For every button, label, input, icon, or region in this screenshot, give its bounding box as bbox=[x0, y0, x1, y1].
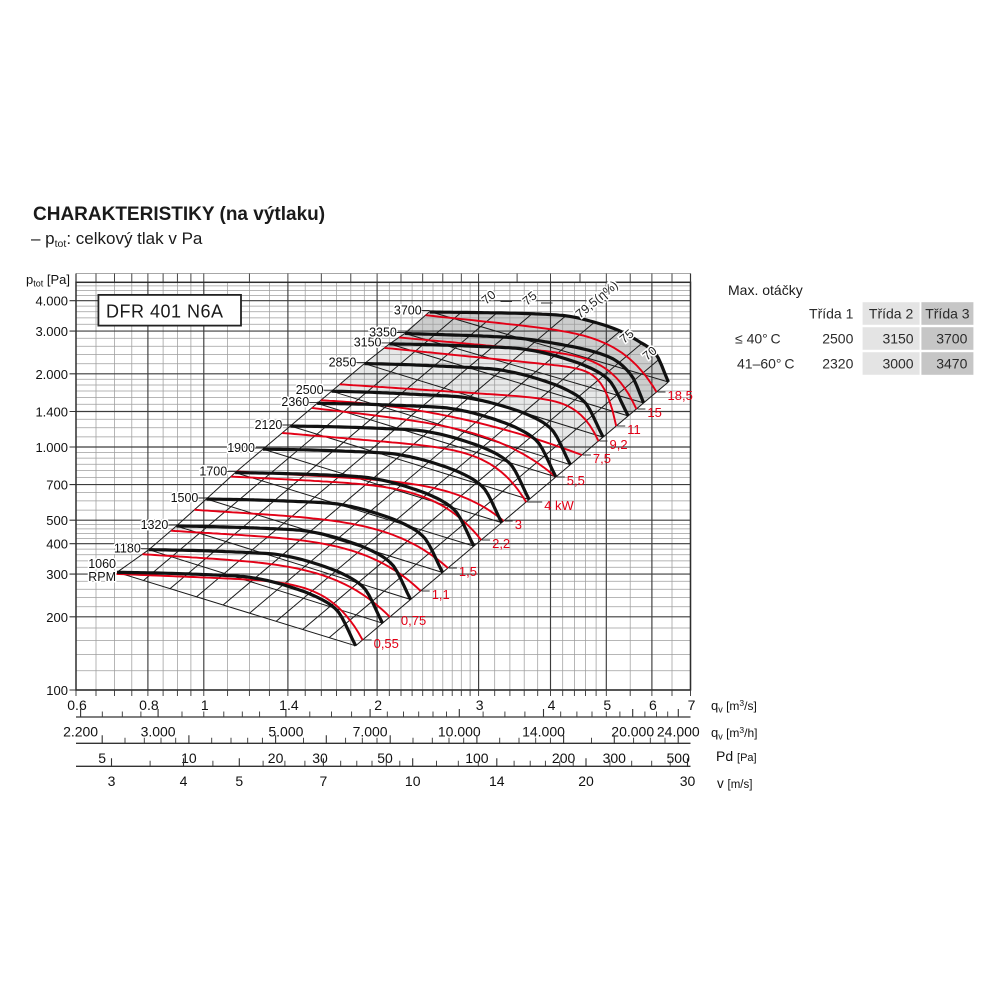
svg-text:200: 200 bbox=[552, 750, 576, 766]
svg-text:3470: 3470 bbox=[936, 355, 967, 371]
svg-text:300: 300 bbox=[603, 750, 627, 766]
svg-text:100: 100 bbox=[46, 683, 68, 698]
svg-text:30: 30 bbox=[680, 773, 696, 789]
svg-text:200: 200 bbox=[46, 610, 68, 625]
svg-text:3.000: 3.000 bbox=[35, 324, 68, 339]
svg-text:5: 5 bbox=[603, 697, 611, 713]
svg-text:3150: 3150 bbox=[354, 336, 382, 350]
svg-text:18,5: 18,5 bbox=[668, 388, 693, 403]
svg-text:2,2: 2,2 bbox=[492, 536, 510, 551]
svg-text:CHARAKTERISTIKY (na výtlaku): CHARAKTERISTIKY (na výtlaku) bbox=[33, 204, 325, 225]
svg-text:6: 6 bbox=[649, 697, 657, 713]
svg-text:0,75: 0,75 bbox=[401, 613, 426, 628]
svg-text:qv [m3/s]: qv [m3/s] bbox=[711, 698, 757, 715]
svg-text:4: 4 bbox=[180, 773, 188, 789]
svg-text:10.000: 10.000 bbox=[438, 724, 481, 740]
svg-text:10: 10 bbox=[405, 773, 421, 789]
svg-text:5: 5 bbox=[98, 750, 106, 766]
svg-text:5.000: 5.000 bbox=[268, 724, 303, 740]
svg-text:3350: 3350 bbox=[369, 325, 397, 339]
svg-text:2500: 2500 bbox=[296, 383, 324, 397]
svg-text:2.200: 2.200 bbox=[63, 724, 98, 740]
svg-text:10: 10 bbox=[181, 750, 197, 766]
svg-text:2500: 2500 bbox=[822, 330, 853, 346]
svg-text:1,1: 1,1 bbox=[432, 587, 450, 602]
svg-text:1700: 1700 bbox=[199, 464, 227, 478]
svg-text:3: 3 bbox=[108, 773, 116, 789]
svg-text:5: 5 bbox=[235, 773, 243, 789]
svg-text:7: 7 bbox=[320, 773, 328, 789]
svg-text:1.400: 1.400 bbox=[35, 405, 68, 420]
svg-text:2120: 2120 bbox=[255, 418, 283, 432]
svg-text:2360: 2360 bbox=[281, 395, 309, 409]
svg-text:1180: 1180 bbox=[114, 542, 141, 556]
svg-text:11: 11 bbox=[627, 422, 641, 437]
svg-text:3.000: 3.000 bbox=[141, 724, 176, 740]
svg-text:0.6: 0.6 bbox=[67, 697, 87, 713]
svg-text:DFR 401 N6A: DFR 401 N6A bbox=[106, 302, 224, 322]
svg-text:1900: 1900 bbox=[227, 441, 255, 455]
svg-text:3700: 3700 bbox=[394, 303, 422, 317]
svg-text:1060: 1060 bbox=[88, 557, 116, 571]
svg-text:500: 500 bbox=[46, 513, 68, 528]
svg-text:3000: 3000 bbox=[882, 355, 913, 371]
svg-text:50: 50 bbox=[377, 750, 393, 766]
svg-text:5,5: 5,5 bbox=[567, 473, 585, 488]
svg-text:20.000: 20.000 bbox=[611, 724, 654, 740]
svg-text:0,55: 0,55 bbox=[374, 636, 399, 651]
svg-text:7.000: 7.000 bbox=[353, 724, 388, 740]
svg-text:41–60° C: 41–60° C bbox=[737, 355, 794, 371]
svg-text:Třída 1: Třída 1 bbox=[809, 305, 854, 321]
svg-text:3: 3 bbox=[476, 697, 484, 713]
svg-text:9,2: 9,2 bbox=[610, 437, 628, 452]
svg-text:Třída 3: Třída 3 bbox=[925, 305, 970, 321]
svg-text:2320: 2320 bbox=[822, 355, 853, 371]
svg-text:14.000: 14.000 bbox=[522, 724, 565, 740]
svg-text:Třída 2: Třída 2 bbox=[869, 305, 914, 321]
svg-text:4 kW: 4 kW bbox=[544, 498, 574, 513]
svg-text:15: 15 bbox=[647, 405, 661, 420]
svg-text:14: 14 bbox=[489, 773, 505, 789]
svg-text:3: 3 bbox=[515, 517, 522, 532]
svg-text:300: 300 bbox=[46, 567, 68, 582]
svg-text:7,5: 7,5 bbox=[593, 451, 611, 466]
svg-text:Max. otáčky: Max. otáčky bbox=[728, 282, 803, 298]
svg-text:≤ 40° C: ≤ 40° C bbox=[735, 330, 781, 346]
svg-text:1,5: 1,5 bbox=[459, 564, 477, 579]
svg-text:1500: 1500 bbox=[171, 491, 199, 505]
svg-text:24.000: 24.000 bbox=[657, 724, 700, 740]
svg-text:20: 20 bbox=[578, 773, 594, 789]
svg-text:4.000: 4.000 bbox=[35, 294, 68, 309]
svg-text:500: 500 bbox=[667, 750, 691, 766]
svg-text:0.8: 0.8 bbox=[139, 697, 159, 713]
svg-text:20: 20 bbox=[268, 750, 284, 766]
svg-text:4: 4 bbox=[548, 697, 556, 713]
svg-text:3150: 3150 bbox=[882, 330, 913, 346]
svg-text:700: 700 bbox=[46, 478, 68, 493]
svg-text:7: 7 bbox=[688, 697, 696, 713]
svg-text:2: 2 bbox=[374, 697, 382, 713]
svg-text:1320: 1320 bbox=[141, 518, 169, 532]
svg-text:Pd [Pa]: Pd [Pa] bbox=[716, 748, 757, 764]
svg-text:30: 30 bbox=[312, 750, 328, 766]
svg-text:– ptot: celkový tlak v Pa: – ptot: celkový tlak v Pa bbox=[31, 229, 203, 250]
svg-text:ptot [Pa]: ptot [Pa] bbox=[26, 272, 70, 289]
svg-text:v [m/s]: v [m/s] bbox=[717, 776, 752, 791]
svg-text:3700: 3700 bbox=[936, 330, 967, 346]
svg-text:400: 400 bbox=[46, 537, 68, 552]
svg-text:2850: 2850 bbox=[329, 355, 357, 369]
svg-text:2.000: 2.000 bbox=[35, 367, 68, 382]
svg-text:1.4: 1.4 bbox=[279, 697, 299, 713]
svg-text:100: 100 bbox=[465, 750, 489, 766]
svg-text:RPM: RPM bbox=[88, 570, 116, 584]
svg-text:qv [m3/h]: qv [m3/h] bbox=[711, 725, 757, 742]
svg-text:1.000: 1.000 bbox=[35, 440, 68, 455]
svg-text:1: 1 bbox=[201, 697, 209, 713]
